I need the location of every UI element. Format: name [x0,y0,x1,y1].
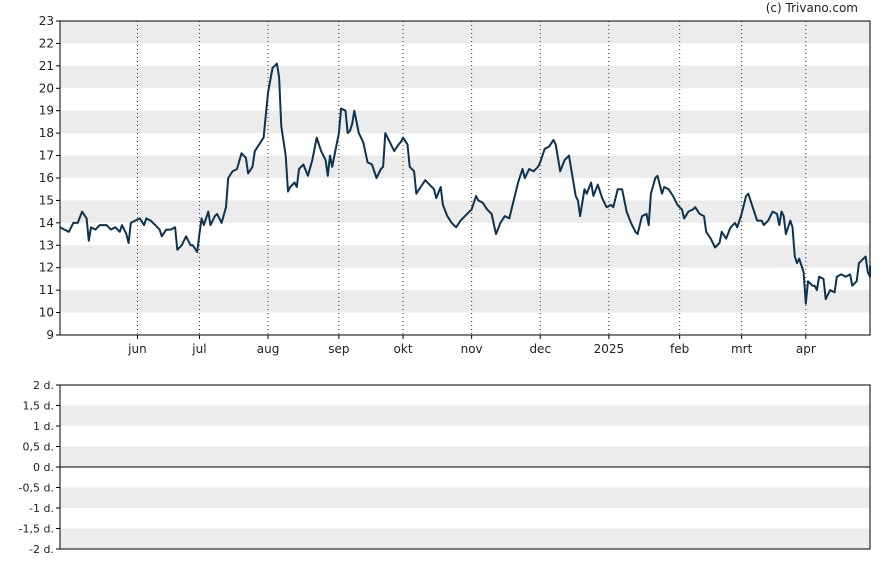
y-tick-label: 1,5 d. [23,400,54,413]
y-tick-label: -1 d. [29,502,54,515]
y-tick-label: 16 [39,171,54,185]
y-tick-label: 13 [39,238,54,252]
price-series-line [59,62,871,305]
y-tick-label: 14 [39,216,54,230]
y-tick-label: 12 [39,261,54,275]
grid-band [60,65,870,89]
x-tick-label: jun [127,342,147,356]
y-tick-label: -0,5 d. [19,482,54,495]
y-tick-label: 9 [46,328,54,342]
x-tick-label: jul [191,342,206,356]
plot-frame [59,20,871,336]
grid-band [60,245,870,268]
y-tick-label: 17 [39,149,54,163]
watermark-text: (c) Trivano.com [765,1,858,15]
grid-band [60,405,870,426]
y-tick-label: 15 [39,193,54,207]
y-tick-label: 0,5 d. [23,441,54,454]
y-tick-label: 11 [39,283,54,297]
y-tick-label: 20 [39,81,54,95]
y-tick-label: 19 [39,104,54,118]
x-tick-label: feb [670,342,689,356]
y-tick-label: 10 [39,306,54,320]
y-tick-label: 0 d. [33,461,54,474]
grid-band [60,528,870,549]
plot-frame [59,384,871,550]
x-tick-label: okt [394,342,413,356]
grid-band [60,155,870,178]
x-tick-label: aug [257,342,280,356]
x-tick-label: sep [328,342,349,356]
x-tick-label: dec [529,342,551,356]
x-tick-label: apr [796,342,816,356]
grid-band [60,290,870,313]
x-tick-label: mrt [731,342,753,356]
y-tick-label: 23 [39,14,54,28]
grid-band [60,21,870,44]
x-tick-label: 2025 [594,342,625,356]
price-chart-panel: jun jul aug sep okt nov dec 2025 feb mrt apr 9 10 11 1… [39,14,871,356]
y-tick-label: -1,5 d. [19,523,54,536]
grid-band [60,110,870,134]
dividend-chart-panel: 2 d. 1,5 d. 1 d. 0,5 d. 0 d. -0,5 d. -1 d. -1,5… [19,379,871,556]
y-tick-label: 2 d. [33,379,54,392]
y-tick-label: 1 d. [33,420,54,433]
grid-band [60,487,870,508]
y-tick-label: 18 [39,126,54,140]
y-tick-label: 22 [39,36,54,50]
grid-band [60,200,870,223]
grid-band [60,446,870,467]
y-tick-label: 21 [39,59,54,73]
y-tick-label: -2 d. [29,543,54,556]
x-tick-label: nov [461,342,483,356]
